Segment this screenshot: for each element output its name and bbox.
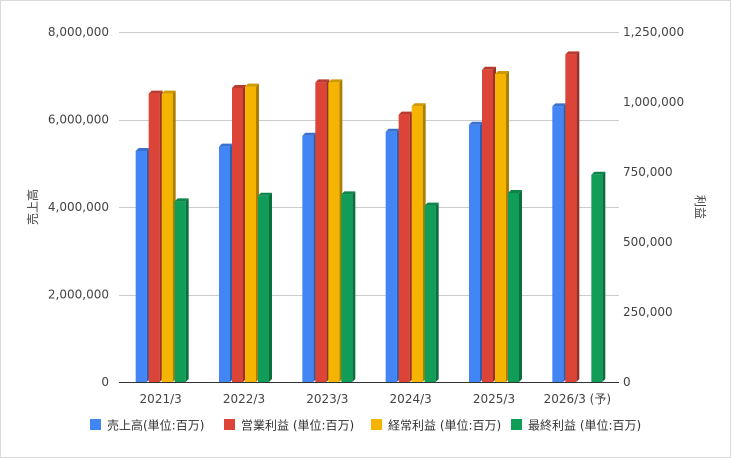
bar[interactable]	[135, 151, 147, 382]
y-left-tick-label: 6,000,000	[48, 113, 109, 127]
y-right-tick-label: 250,000	[623, 305, 673, 319]
bar-top	[219, 143, 233, 147]
y-right-axis-title: 利益	[693, 195, 707, 219]
legend-label: 経常利益 (単位:百万)	[388, 418, 501, 433]
bar-top	[552, 103, 567, 107]
bar[interactable]	[424, 205, 436, 382]
x-tick-label: 2025/3	[473, 392, 515, 406]
bar-side	[435, 202, 439, 382]
legend-swatch	[371, 419, 382, 430]
legend-label: 売上高(単位:百万)	[107, 418, 204, 433]
legend-swatch	[224, 419, 235, 430]
bar-top	[148, 90, 163, 94]
bar-top	[245, 83, 259, 87]
y-left-axis-title: 売上高	[25, 189, 40, 225]
bar-top	[411, 103, 426, 107]
y-right-tick-label: 500,000	[623, 235, 673, 249]
x-tick-label: 2021/3	[140, 392, 182, 406]
bar-top	[328, 79, 343, 83]
bar[interactable]	[328, 82, 340, 383]
bar-top	[385, 128, 400, 132]
bar-top	[161, 90, 176, 94]
bar-top	[565, 51, 580, 55]
bar[interactable]	[482, 69, 493, 383]
y-left-tick-label: 4,000,000	[48, 200, 109, 214]
bar[interactable]	[232, 88, 243, 382]
y-right-tick-label: 1,000,000	[623, 95, 684, 109]
bar[interactable]	[495, 74, 506, 382]
bar-side	[269, 192, 272, 382]
bar[interactable]	[219, 146, 230, 382]
bar[interactable]	[341, 194, 353, 382]
bar[interactable]	[508, 193, 519, 382]
legend-swatch	[511, 419, 522, 430]
bar[interactable]	[469, 124, 480, 382]
bar-side	[576, 51, 580, 383]
y-left-tick-label: 0	[101, 375, 109, 389]
bar-top	[482, 66, 496, 70]
bar-top	[341, 191, 356, 195]
bar-top	[135, 148, 150, 151]
bar[interactable]	[315, 82, 327, 383]
axes: 0 2,000,000 4,000,000 6,000,000 8,000,000 0 25…	[25, 25, 707, 406]
legend-swatch	[90, 419, 101, 430]
bar[interactable]	[385, 131, 397, 382]
legend: 売上高(単位:百万) 営業利益 (単位:百万) 経常利益 (単位:百万) 最終利益 (…	[90, 418, 641, 433]
bar-top	[469, 121, 483, 125]
bar-side	[185, 198, 189, 382]
bar-side	[352, 191, 356, 382]
x-tick-label: 2023/3	[306, 392, 348, 406]
legend-label: 最終利益 (単位:百万)	[528, 418, 641, 433]
bar-top	[174, 198, 189, 202]
bar-top	[398, 111, 413, 115]
bars	[135, 51, 606, 383]
legend-label: 営業利益 (単位:百万)	[241, 418, 354, 433]
bar[interactable]	[302, 135, 314, 382]
bar[interactable]	[398, 114, 410, 382]
y-right-tick-label: 750,000	[623, 165, 673, 179]
bar-top	[424, 202, 439, 206]
bar-top	[315, 79, 330, 83]
grid-lines	[119, 32, 619, 296]
x-tick-label: 2026/3 (予)	[544, 392, 611, 406]
y-right-tick-label: 1,250,000	[623, 25, 684, 39]
x-tick-label: 2024/3	[390, 392, 432, 406]
bar-side	[602, 171, 606, 382]
bar[interactable]	[148, 93, 160, 382]
y-left-tick-label: 8,000,000	[48, 25, 109, 39]
bar-top	[232, 85, 246, 88]
bar-top	[508, 190, 522, 193]
bar-top	[495, 71, 509, 74]
y-left-tick-label: 2,000,000	[48, 288, 109, 302]
bar-top	[591, 171, 606, 175]
bar[interactable]	[565, 54, 577, 383]
bar[interactable]	[174, 201, 186, 382]
bar-top	[302, 132, 317, 136]
bar[interactable]	[258, 195, 269, 382]
bar-side	[519, 190, 522, 382]
bar[interactable]	[591, 174, 603, 382]
bar-top	[258, 192, 272, 196]
bar[interactable]	[552, 106, 564, 382]
bar[interactable]	[161, 93, 173, 382]
bar[interactable]	[245, 86, 256, 382]
y-right-tick-label: 0	[623, 375, 631, 389]
bar[interactable]	[411, 106, 423, 382]
x-tick-label: 2022/3	[223, 392, 265, 406]
